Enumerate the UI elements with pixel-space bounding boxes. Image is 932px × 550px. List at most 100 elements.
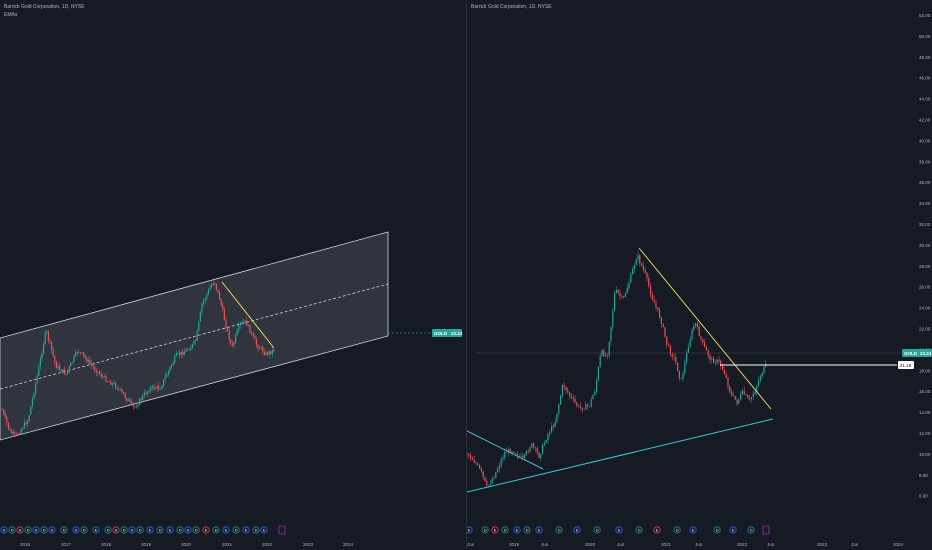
event-marker-icon[interactable] (16, 526, 24, 534)
candle-body (662, 323, 664, 328)
event-marker-icon[interactable] (260, 526, 268, 534)
event-marker-icon[interactable] (232, 526, 240, 534)
event-marker-icon[interactable] (48, 526, 56, 534)
event-marker-icon[interactable] (673, 526, 681, 534)
event-marker-icon[interactable] (40, 526, 48, 534)
event-marker-icon[interactable] (24, 526, 32, 534)
candle-body (147, 391, 149, 395)
left-time-axis[interactable]: 2016 2017 2018 2019 2020 2021 2022 2023 2024 (20, 542, 354, 547)
event-marker-letter: E (115, 528, 118, 533)
candle-body (28, 415, 30, 422)
event-marker-icon[interactable] (467, 526, 473, 534)
event-marker-icon[interactable] (689, 526, 697, 534)
event-marker-icon[interactable] (222, 526, 230, 534)
event-marker-icon[interactable] (112, 526, 120, 534)
right-right-price-scale[interactable]: 52.00 50.00 48.00 46.00 44.00 42.00 40.00 38.00… (919, 13, 931, 499)
right-chart-pane[interactable]: 72.5070.0067.5065.0062.5060.0057.5055.00… (466, 0, 932, 550)
candle-body (702, 339, 704, 343)
event-marker-icon[interactable] (513, 526, 521, 534)
event-marker-icon[interactable] (729, 526, 737, 534)
candle-body (599, 355, 601, 368)
right-time-label: 2022 (737, 542, 748, 547)
left-yellow-trendline[interactable] (221, 281, 275, 349)
candle-body (92, 365, 94, 367)
event-marker-letter: E (245, 528, 248, 533)
event-marker-icon[interactable] (555, 526, 563, 534)
right-scale-tick: 12.00 (919, 431, 931, 436)
right-price-plot[interactable]: 72.5070.0067.5065.0062.5060.0057.5055.00… (467, 0, 932, 550)
candle-body (236, 330, 238, 336)
event-marker-icon[interactable] (593, 526, 601, 534)
candle-body (191, 344, 193, 348)
event-marker-icon[interactable] (72, 526, 80, 534)
candle-body (588, 406, 590, 407)
event-marker-icon[interactable] (747, 526, 755, 534)
candle-body (124, 394, 126, 399)
event-marker-icon[interactable] (212, 526, 220, 534)
event-marker-icon[interactable] (176, 526, 184, 534)
candle-body (468, 454, 470, 456)
event-marker-letter: D (179, 528, 182, 533)
event-marker-letter: E (494, 528, 497, 533)
candle-body (127, 399, 129, 402)
event-marker-icon[interactable] (523, 526, 531, 534)
candle-body (610, 326, 612, 342)
event-marker-icon[interactable] (535, 526, 543, 534)
candle-body (39, 358, 41, 367)
event-marker-icon[interactable] (128, 526, 136, 534)
event-marker-icon[interactable] (8, 526, 16, 534)
candle-body (163, 379, 165, 386)
regression-channel[interactable] (0, 231, 389, 441)
event-marker-icon[interactable] (202, 526, 210, 534)
right-symbol-title[interactable]: Barrick Gold Corporation, 1D, NYSE (471, 4, 552, 10)
right-current-period-marker[interactable] (762, 525, 770, 535)
right-yellow-trendline[interactable] (638, 247, 772, 410)
candle-body (239, 322, 241, 326)
candle-body (175, 353, 177, 356)
candle-body (71, 361, 73, 363)
right-cyan-support[interactable] (467, 418, 774, 493)
event-marker-icon[interactable] (104, 526, 112, 534)
left-indicator-label[interactable]: EMAs (4, 12, 18, 18)
event-marker-icon[interactable] (481, 526, 489, 534)
event-marker-icon[interactable] (252, 526, 260, 534)
right-time-axis[interactable]: Jun 2019 Jun 2020 Jun 2021 Jun 2022 Jun 2023 Jun 20… (467, 542, 904, 547)
event-marker-icon[interactable] (166, 526, 174, 534)
right-scale-tick: 14.00 (919, 410, 931, 415)
candle-body (25, 422, 27, 425)
event-marker-icon[interactable] (32, 526, 40, 534)
event-marker-icon[interactable] (156, 526, 164, 534)
candle-body (716, 359, 718, 363)
event-marker-icon[interactable] (184, 526, 192, 534)
event-marker-icon[interactable] (80, 526, 88, 534)
candle-body (556, 413, 558, 422)
event-marker-icon[interactable] (192, 526, 200, 534)
event-marker-icon[interactable] (120, 526, 128, 534)
left-symbol-title[interactable]: Barrick Gold Corporation, 1D, NYSE (4, 4, 85, 10)
event-marker-icon[interactable] (635, 526, 643, 534)
event-marker-icon[interactable] (491, 526, 499, 534)
candle-body (617, 289, 619, 294)
candle-body (46, 331, 48, 333)
event-marker-icon[interactable] (713, 526, 721, 534)
event-marker-icon[interactable] (0, 526, 8, 534)
candle-body (628, 282, 630, 289)
candle-body (238, 325, 240, 331)
event-marker-icon[interactable] (501, 526, 509, 534)
event-marker-icon[interactable] (573, 526, 581, 534)
event-marker-icon[interactable] (653, 526, 661, 534)
right-cyan-downtrend[interactable] (467, 430, 544, 470)
event-marker-icon[interactable] (146, 526, 154, 534)
event-marker-icon[interactable] (92, 526, 100, 534)
candle-body (666, 336, 668, 346)
event-marker-icon[interactable] (60, 526, 68, 534)
event-marker-icon[interactable] (136, 526, 144, 534)
left-current-period-marker[interactable] (278, 525, 286, 535)
event-marker-icon[interactable] (242, 526, 250, 534)
event-marker-icon[interactable] (615, 526, 623, 534)
candle-body (9, 428, 11, 431)
